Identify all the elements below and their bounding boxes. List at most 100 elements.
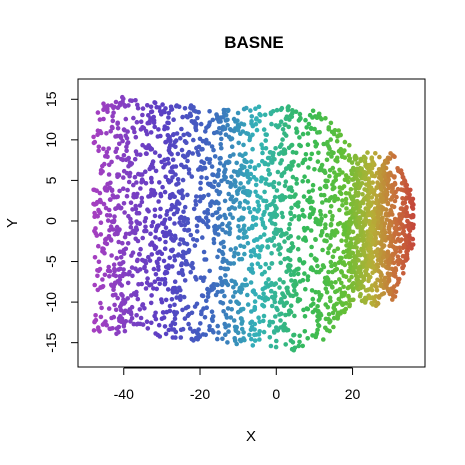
data-point — [387, 222, 392, 227]
data-point — [160, 184, 165, 190]
data-point — [247, 134, 253, 140]
data-point — [157, 153, 162, 159]
data-point — [212, 154, 218, 159]
data-point — [92, 319, 98, 324]
data-point — [250, 289, 256, 294]
data-point — [284, 269, 289, 275]
data-point — [372, 173, 378, 179]
data-point — [303, 152, 309, 157]
data-point — [294, 129, 300, 134]
data-point — [385, 182, 391, 187]
data-point — [339, 185, 345, 191]
data-point — [198, 180, 203, 186]
data-point — [159, 221, 165, 226]
data-point — [405, 244, 411, 249]
data-point — [117, 261, 122, 267]
data-point — [116, 324, 122, 330]
data-point — [232, 250, 237, 256]
data-point — [254, 177, 259, 182]
data-point — [262, 112, 268, 118]
data-point — [144, 131, 150, 137]
data-point — [138, 315, 144, 321]
data-point — [310, 296, 316, 302]
data-point — [308, 252, 314, 258]
data-point — [350, 168, 356, 173]
data-point — [288, 211, 294, 216]
data-point — [262, 189, 267, 195]
data-point — [208, 181, 213, 187]
data-point — [98, 130, 104, 136]
data-point — [130, 250, 136, 255]
data-point — [236, 235, 242, 240]
data-point — [179, 191, 184, 196]
data-point — [253, 182, 259, 188]
data-point — [103, 237, 108, 242]
data-point — [339, 280, 344, 286]
data-point — [306, 189, 312, 195]
data-point — [302, 228, 308, 233]
data-point — [120, 94, 125, 100]
data-point — [314, 332, 319, 338]
data-point — [365, 193, 371, 198]
data-point — [156, 199, 161, 204]
data-point — [222, 266, 227, 272]
data-point — [290, 174, 296, 180]
data-point — [329, 129, 335, 135]
data-point — [354, 182, 359, 187]
data-point — [223, 118, 229, 123]
data-point — [128, 216, 133, 222]
data-point — [123, 157, 129, 163]
data-point — [289, 114, 295, 119]
data-point — [200, 138, 206, 144]
data-point — [357, 208, 363, 214]
data-point — [300, 212, 306, 218]
data-point — [174, 295, 179, 300]
data-point — [382, 158, 388, 164]
data-point — [200, 293, 206, 299]
data-point — [107, 274, 112, 279]
data-point — [214, 282, 219, 288]
data-point — [410, 236, 416, 242]
data-point — [263, 181, 269, 186]
data-point — [135, 268, 140, 274]
data-point — [232, 206, 238, 211]
data-point — [149, 179, 154, 185]
data-point — [370, 260, 376, 265]
data-point — [242, 198, 248, 204]
data-point — [349, 194, 355, 200]
data-point — [178, 297, 183, 303]
data-point — [124, 193, 130, 199]
data-point — [95, 214, 100, 219]
data-point — [382, 278, 387, 284]
data-point — [320, 200, 325, 205]
data-point — [358, 285, 363, 291]
data-point — [185, 152, 190, 158]
data-point — [231, 285, 236, 290]
data-point — [211, 236, 217, 242]
data-point — [138, 119, 144, 124]
data-point — [229, 174, 234, 180]
data-point — [249, 336, 254, 342]
data-point — [301, 194, 307, 199]
data-point — [323, 286, 329, 292]
data-point — [280, 127, 286, 132]
data-point — [347, 302, 353, 307]
data-point — [201, 249, 207, 255]
data-point — [176, 270, 182, 276]
y-tick-label: 15 — [43, 91, 59, 107]
data-point — [302, 271, 307, 276]
data-point — [121, 251, 127, 256]
data-point — [92, 282, 97, 288]
data-point — [185, 158, 190, 164]
data-point — [193, 127, 199, 133]
data-point — [190, 151, 195, 156]
data-point — [167, 229, 172, 234]
data-point — [162, 271, 168, 276]
data-point — [147, 258, 153, 263]
data-point — [198, 275, 204, 281]
data-point — [247, 209, 253, 215]
data-point — [381, 181, 387, 186]
data-point — [93, 231, 98, 236]
data-point — [394, 222, 400, 227]
data-point — [225, 266, 231, 272]
